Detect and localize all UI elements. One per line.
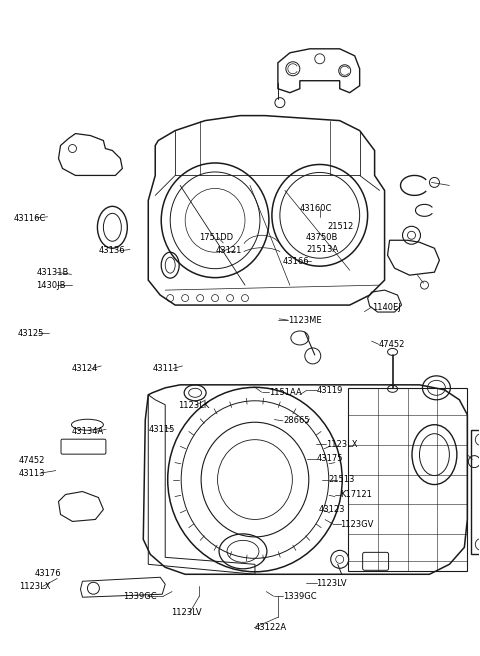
Text: 43134A: 43134A	[72, 427, 104, 436]
Text: 43176: 43176	[34, 569, 61, 578]
Text: 43121: 43121	[216, 246, 242, 255]
Text: 43113: 43113	[19, 468, 46, 478]
Text: 43125: 43125	[17, 329, 44, 338]
Text: 43116C: 43116C	[14, 214, 47, 222]
Text: 28665: 28665	[283, 417, 310, 425]
Text: 43124: 43124	[72, 364, 98, 373]
Text: 43750B: 43750B	[306, 234, 338, 242]
Text: 1339GC: 1339GC	[123, 592, 156, 601]
Text: K17121: K17121	[340, 490, 372, 499]
Text: 21513: 21513	[328, 475, 355, 484]
Text: 1123ME: 1123ME	[288, 316, 322, 325]
Text: 1123LX: 1123LX	[326, 440, 358, 449]
Text: 43160C: 43160C	[300, 205, 332, 213]
Text: 43119: 43119	[317, 386, 343, 395]
Text: 47452: 47452	[379, 340, 405, 349]
Text: 1123LK: 1123LK	[178, 401, 209, 410]
Text: 43123: 43123	[319, 505, 346, 514]
Text: 1123LV: 1123LV	[170, 608, 201, 617]
Text: 21512: 21512	[327, 222, 353, 231]
Text: 1123GV: 1123GV	[340, 520, 374, 529]
Text: 1151AA: 1151AA	[269, 388, 301, 397]
Text: 43122A: 43122A	[254, 623, 287, 632]
Text: 47452: 47452	[19, 456, 45, 464]
Text: 43131B: 43131B	[36, 268, 69, 277]
Text: 43175: 43175	[317, 455, 343, 463]
Text: 1123LV: 1123LV	[317, 579, 347, 588]
Text: 1751DD: 1751DD	[199, 234, 233, 242]
Text: 43115: 43115	[149, 425, 175, 434]
Text: 43136: 43136	[99, 246, 125, 255]
Text: 21513A: 21513A	[306, 245, 338, 254]
Text: 1123LX: 1123LX	[19, 582, 50, 591]
Text: 1430JB: 1430JB	[36, 281, 66, 290]
Text: 43111: 43111	[153, 364, 179, 373]
Text: 1339GC: 1339GC	[283, 592, 317, 601]
Text: 43166: 43166	[283, 256, 310, 266]
Text: 1140EJ: 1140EJ	[372, 302, 400, 312]
